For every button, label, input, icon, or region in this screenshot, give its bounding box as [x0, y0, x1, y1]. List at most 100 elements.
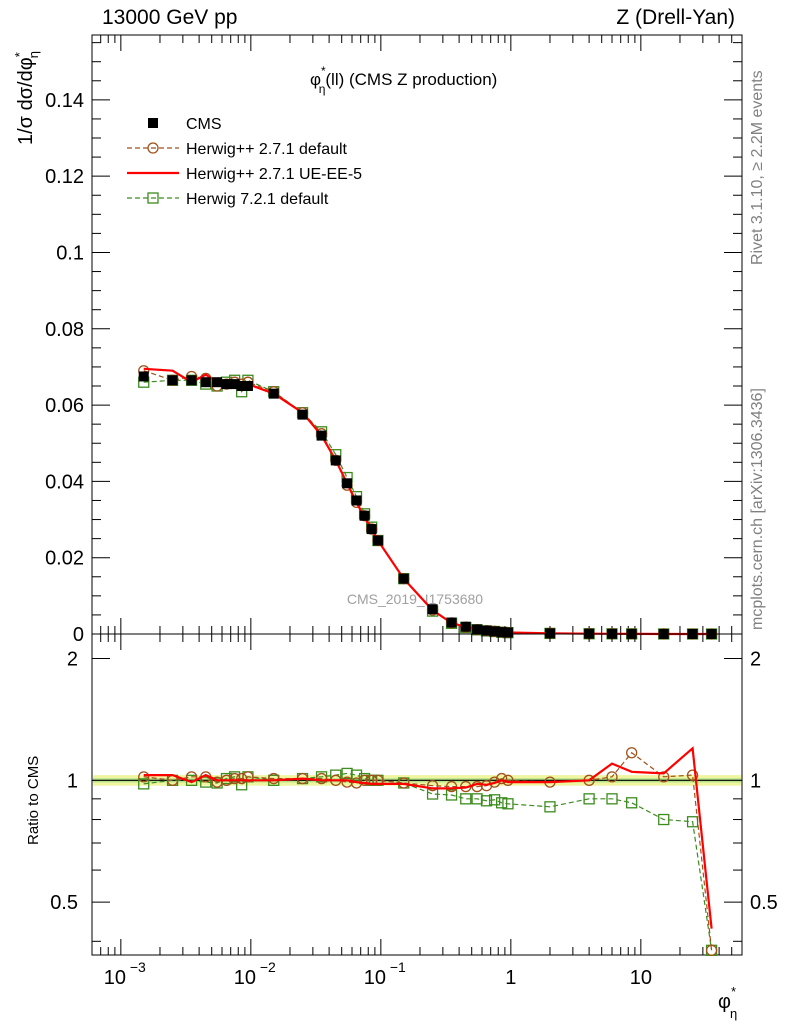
legend-marker — [148, 118, 158, 128]
ratio-herwig-2-7-1-default-point — [606, 771, 618, 783]
x-tick-exponent: −1 — [390, 959, 406, 975]
cms-data-point — [446, 617, 457, 628]
x-tick-label: 1 — [505, 967, 516, 989]
legend-marker — [147, 142, 159, 154]
ratio-y-tick-label-right: 2 — [750, 649, 761, 671]
cms-data-point — [427, 604, 438, 615]
ratio-y-tick-label: 1 — [67, 770, 78, 792]
cms-data-point — [330, 455, 341, 466]
collision-label: 13000 GeV pp — [102, 6, 238, 29]
cms-data-point — [481, 625, 492, 636]
ratio-herwig-7-2-1-default-point — [138, 778, 150, 790]
ratio-herwig-2-7-1-default-point — [138, 771, 150, 783]
ratio-herwig-7-2-1-default-point — [544, 801, 556, 813]
ratio-y-tick-label: 2 — [67, 649, 78, 671]
legend-marker — [147, 192, 159, 204]
cms-data-point — [544, 628, 555, 639]
legend-entry: Herwig++ 2.7.1 default — [186, 141, 348, 158]
ratio-herwig-7-2-1-default-point — [460, 793, 472, 805]
cms-data-point — [236, 381, 247, 392]
ratio-herwig-2-7-1-default-point — [658, 771, 670, 783]
cms-data-point — [489, 626, 500, 637]
ratio-herwig-2-7-1-ue-ee-5-line — [143, 746, 713, 929]
ratio-herwig-7-2-1-default-point — [606, 793, 618, 805]
ratio-herwig-7-2-1-default-point — [350, 769, 363, 781]
ratio-herwig-2-7-1-default-point — [705, 944, 718, 956]
cms-data-point — [297, 409, 308, 420]
main-title: φ* η(ll) (CMS Z production) — [310, 64, 497, 96]
mcplots-label: mcplots.cern.ch [arXiv:1306.3436] — [749, 388, 766, 630]
ratio-herwig-7-2-1-default-point — [488, 794, 501, 806]
x-axis-label: φ* η — [718, 984, 737, 1021]
ratio-herwig-2-7-1-default-point — [236, 772, 248, 785]
x-tick-exponent: −3 — [130, 959, 146, 975]
ratio-herwig-2-7-1-default-point — [315, 772, 328, 785]
cms-data-point — [372, 535, 383, 546]
ratio-herwig-2-7-1-default-point — [228, 772, 241, 785]
main-panel: 0 0.02 0.04 0.06 0.08 0.1 0.12 0.14 CMS_2019_I17… — [12, 34, 743, 646]
ratio-herwig-2-7-1-default-point — [686, 769, 699, 781]
cms-data-point — [460, 621, 471, 632]
y-tick-label: 0.1 — [56, 242, 84, 264]
ratio-herwig-7-2-1-default-point — [496, 797, 508, 809]
ratio-herwig-7-2-1-default-point — [480, 795, 493, 807]
ratio-herwig-2-7-1-default-point — [366, 774, 378, 786]
cms-data-point — [351, 495, 362, 506]
ratio-herwig-2-7-1-default-point — [242, 771, 254, 783]
cms-data-point — [167, 375, 178, 386]
cms-data-point — [472, 624, 483, 635]
x-tick-label: 10 — [364, 967, 386, 989]
cms-data-point — [186, 375, 197, 386]
cms-data-point — [221, 379, 232, 390]
ratio-herwig-7-2-1-default-point — [445, 789, 458, 801]
cms-data-point — [342, 478, 353, 489]
ratio-herwig-7-2-1-default-point — [658, 813, 670, 826]
cms-data-point — [366, 524, 377, 535]
x-tick-label: 10 — [630, 967, 652, 989]
x-tick-exponent: −2 — [260, 959, 276, 975]
ratio-herwig-2-7-1-default-point — [268, 772, 280, 785]
y-tick-label: 0.02 — [45, 548, 84, 570]
ratio-frame — [91, 633, 743, 956]
ratio-y-tick-label-right: 1 — [750, 770, 761, 792]
ratio-y-axis-label: Ratio to CMS — [25, 756, 42, 845]
y-tick-label: 0.04 — [45, 471, 84, 493]
x-tick-label: 10 — [234, 967, 256, 989]
process-label: Z (Drell-Yan) — [616, 6, 735, 29]
y-tick-label: 0.14 — [45, 90, 84, 112]
cms-data-point — [138, 371, 149, 382]
cms-data-point — [229, 379, 240, 390]
ratio-herwig-2-7-1-default-point — [426, 780, 439, 792]
cms-data-point — [242, 381, 253, 392]
x-tick-label: 10 — [104, 967, 126, 989]
legend-entry: Herwig 7.2.1 default — [186, 191, 329, 208]
cms-data-point — [268, 388, 279, 399]
y-tick-label: 0.12 — [45, 166, 84, 188]
ratio-herwig-7-2-1-default-point — [583, 793, 595, 805]
ratio-y-tick-label-right: 0.5 — [750, 892, 778, 914]
y-tick-label: 0.06 — [45, 395, 84, 417]
cms-data-point — [398, 573, 409, 584]
cms-data-point — [359, 510, 370, 521]
ratio-herwig-2-7-1-default-point — [358, 774, 371, 786]
y-tick-label: 0.08 — [45, 319, 84, 341]
ratio-y-tick-label: 0.5 — [50, 892, 78, 914]
cms-data-point — [496, 627, 507, 638]
y-axis-label: 1/σ dσ/dφ*η — [12, 51, 41, 145]
rivet-version-label: Rivet 3.1.10, ≥ 2.2M events — [749, 70, 766, 265]
legend-entry: CMS — [186, 116, 222, 133]
cms-data-point — [502, 627, 513, 638]
ratio-herwig-2-7-1-default-point — [496, 772, 508, 785]
ratio-herwig-2-7-1-default-point — [445, 780, 458, 793]
watermark: CMS_2019_I1753680 — [347, 591, 483, 607]
cms-data-point — [212, 377, 223, 388]
cms-data-point — [316, 430, 327, 441]
cms-data-point — [200, 377, 211, 388]
ratio-herwig-2-7-1-default-point — [626, 747, 638, 759]
y-tick-label: 0 — [73, 624, 84, 646]
ratio-herwig-7-2-1-default-point — [626, 797, 638, 809]
ratio-herwig-7-2-1-default-point — [200, 776, 212, 788]
ratio-herwig-2-7-1-default-point — [372, 774, 384, 786]
